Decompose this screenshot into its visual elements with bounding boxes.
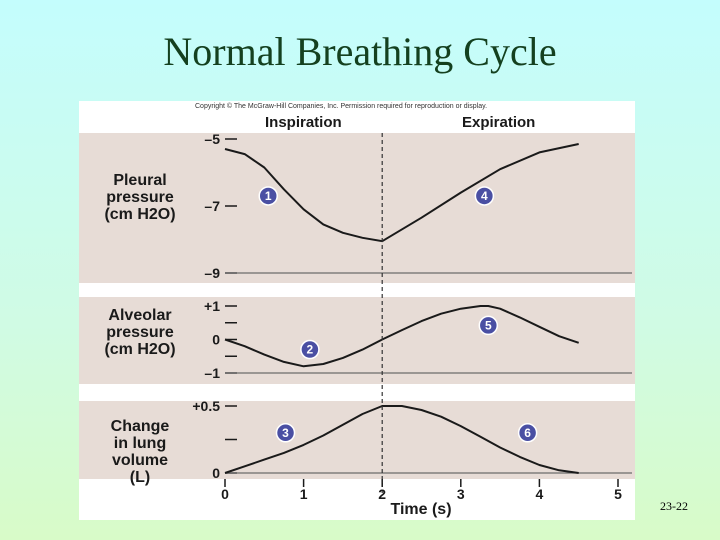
x-tick-label: 1: [300, 486, 308, 502]
x-tick-label: 3: [457, 486, 465, 502]
y-axis-label-line: volume: [112, 452, 168, 469]
slide-number: 23-22: [660, 499, 688, 513]
y-tick-label: +0.5: [192, 398, 220, 414]
step-badge-label: 6: [524, 426, 531, 440]
y-axis-label-line: (cm H2O): [104, 341, 175, 358]
y-axis-label: Alveolar pressure (cm H2O): [104, 307, 175, 358]
y-axis-label-line: Alveolar: [108, 307, 171, 324]
y-tick-label: –1: [204, 365, 220, 381]
y-axis-label-line: (L): [130, 469, 150, 486]
panel-2: Alveolar pressure (cm H2O) +1 0 –1 2 5: [79, 297, 635, 384]
phase-label-expiration: Expiration: [462, 114, 535, 131]
y-tick-label: 0: [212, 465, 220, 481]
x-tick-label: 4: [536, 486, 544, 502]
x-tick-label: 5: [614, 486, 622, 502]
y-axis-label: Pleural pressure (cm H2O): [104, 172, 175, 223]
step-badge: [478, 315, 499, 336]
step-badge: [275, 423, 296, 443]
y-tick-label: +1: [204, 298, 220, 314]
curve-line: [224, 405, 579, 474]
y-axis-label-line: pressure: [106, 189, 174, 206]
x-tick-label: 2: [378, 486, 386, 502]
y-axis-label-line: pressure: [106, 324, 174, 341]
y-axis-label: Change in lung volume (L): [111, 418, 170, 486]
y-axis-label-line: (cm H2O): [104, 206, 175, 223]
y-tick-label: –9: [204, 265, 220, 281]
time-axis: 0 1 2 3 4 5: [221, 479, 622, 502]
x-tick-label: 0: [221, 486, 229, 502]
step-badge-label: 4: [481, 189, 488, 203]
y-tick-label: 0: [212, 332, 220, 348]
y-axis-label-line: in lung: [114, 435, 166, 452]
slide-title: Normal Breathing Cycle: [163, 29, 557, 74]
y-axis-label-line: Pleural: [113, 172, 166, 189]
phase-label-inspiration: Inspiration: [265, 114, 342, 131]
y-tick-label: –7: [204, 198, 220, 214]
step-badge: [300, 339, 320, 360]
step-badge: [517, 423, 538, 443]
step-badge-label: 3: [282, 426, 289, 440]
breathing-cycle-chart: Copyright © The McGraw-Hill Companies, I…: [79, 102, 635, 518]
copyright-note: Copyright © The McGraw-Hill Companies, I…: [195, 102, 487, 110]
y-tick-label: –5: [204, 131, 220, 147]
curve-line: [224, 305, 580, 368]
panel-1: Pleural pressure (cm H2O) –5 –7 –9 1 4: [79, 131, 635, 283]
step-badge-label: 2: [307, 343, 314, 357]
time-axis-label: Time (s): [390, 501, 451, 518]
step-badge-label: 5: [485, 318, 492, 332]
curve-line: [224, 143, 579, 243]
y-axis-label-line: Change: [111, 418, 170, 435]
panel-background: [79, 297, 635, 384]
panel-3: Change in lung volume (L) +0.5 0 3 6: [79, 398, 635, 486]
step-badge-label: 1: [265, 189, 272, 203]
breathing-cycle-figure: Copyright © The McGraw-Hill Companies, I…: [79, 101, 635, 520]
step-badge: [258, 186, 278, 206]
step-badge: [474, 186, 495, 206]
panel-background: [79, 133, 635, 283]
